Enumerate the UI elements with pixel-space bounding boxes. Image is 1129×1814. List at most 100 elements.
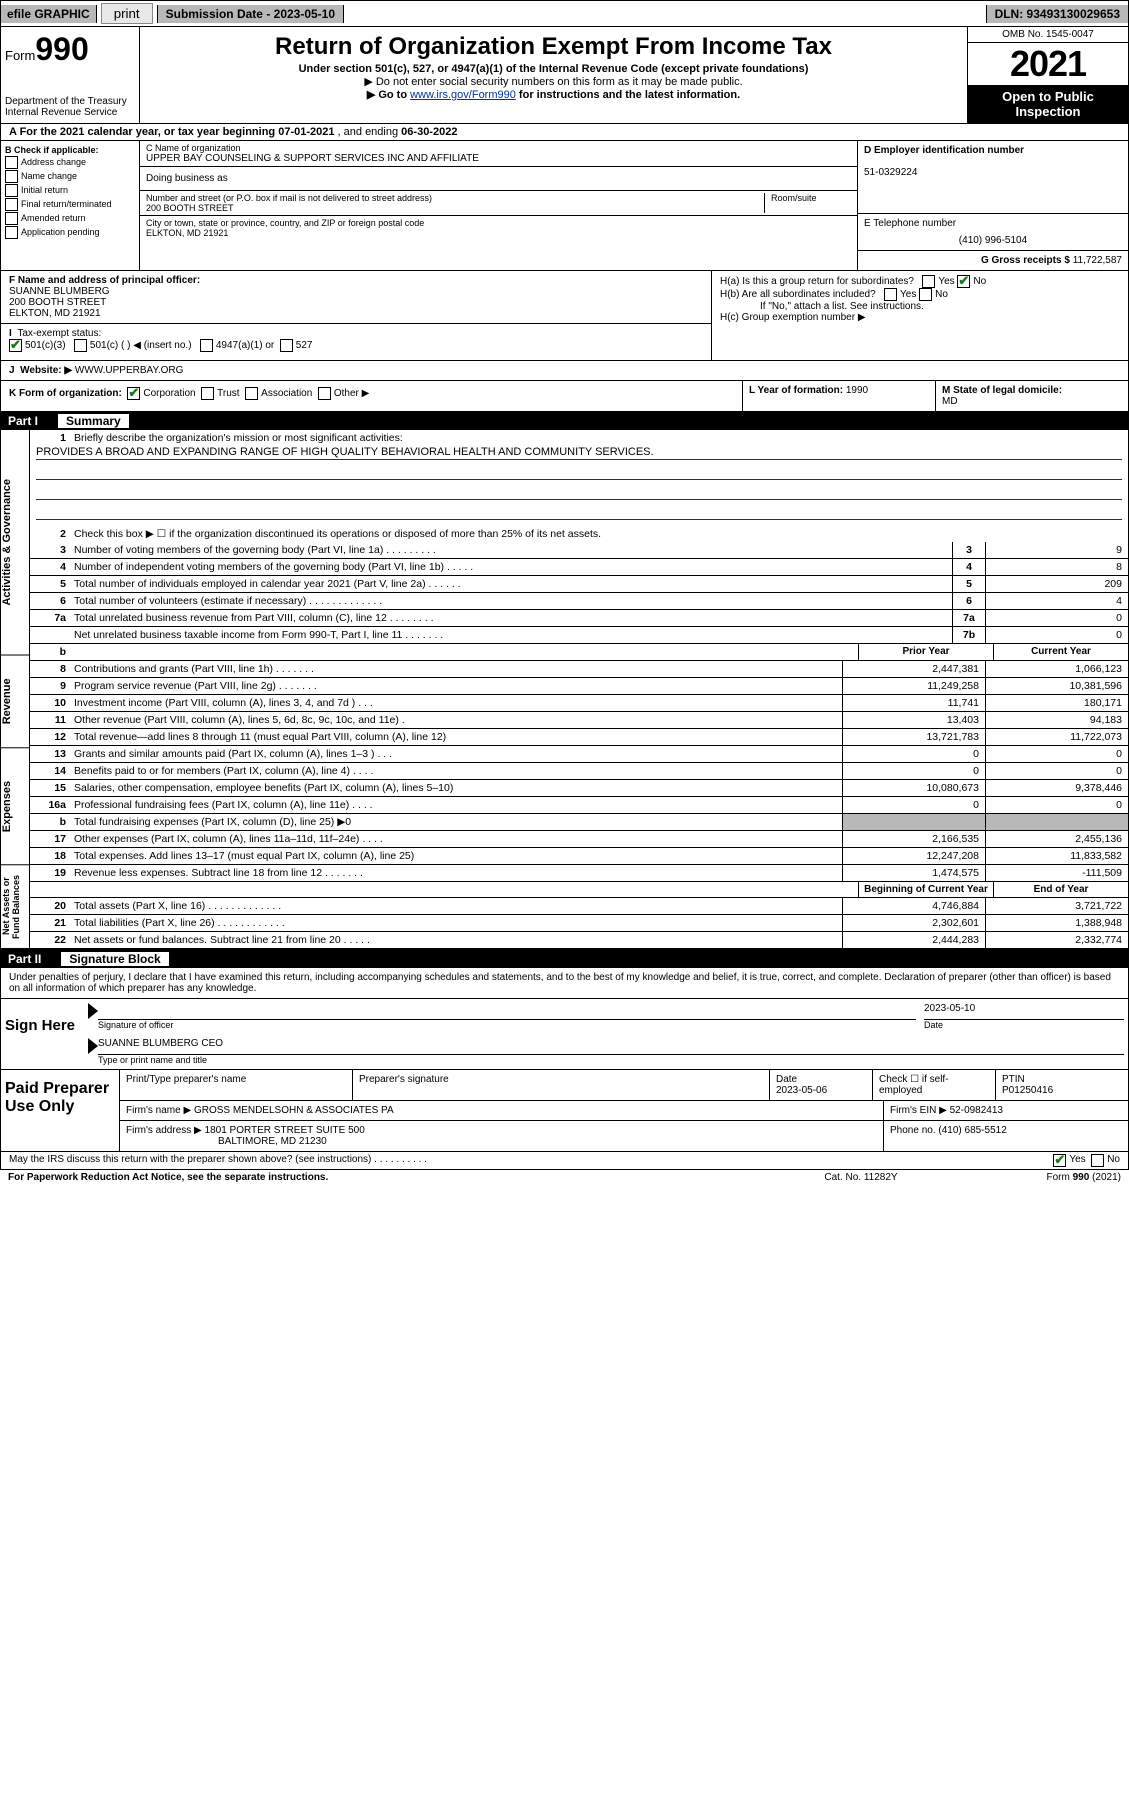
city-val: ELKTON, MD 21921 — [146, 228, 851, 238]
cb-discuss-no[interactable] — [1091, 1154, 1104, 1167]
cb-corp[interactable] — [127, 387, 140, 400]
cb-address-change[interactable]: Address change — [5, 156, 135, 169]
part1-title: Summary — [58, 414, 129, 428]
firm-ein-label: Firm's EIN ▶ — [890, 1105, 947, 1116]
s-num: 15 — [30, 780, 70, 796]
b-header: B Check if applicable: — [5, 145, 99, 155]
cb-label: Name change — [21, 171, 77, 181]
cb-amended[interactable]: Amended return — [5, 212, 135, 225]
s-prior: 2,444,283 — [842, 932, 985, 948]
efile-label: efile GRAPHIC — [1, 5, 97, 23]
s-num: 7a — [30, 610, 70, 626]
cat-no: Cat. No. 11282Y — [761, 1172, 961, 1183]
tax-year: 2021 — [968, 43, 1128, 85]
summary-line: bTotal fundraising expenses (Part IX, co… — [30, 814, 1128, 831]
cb-initial-return[interactable]: Initial return — [5, 184, 135, 197]
form-prefix: Form — [5, 48, 35, 63]
print-button[interactable]: print — [101, 3, 153, 24]
h-a: H(a) Is this a group return for subordin… — [720, 276, 914, 287]
mission-blank — [36, 506, 1122, 520]
firm-addr1: 1801 PORTER STREET SUITE 500 — [205, 1125, 365, 1136]
blank — [70, 882, 858, 897]
cb-name-change[interactable]: Name change — [5, 170, 135, 183]
summary-line: 17Other expenses (Part IX, column (A), l… — [30, 831, 1128, 848]
prep-name-label: Print/Type preparer's name — [120, 1070, 353, 1100]
col-header-row: b Prior Year Current Year — [30, 644, 1128, 661]
s-prior: 10,080,673 — [842, 780, 985, 796]
irs-link[interactable]: www.irs.gov/Form990 — [410, 89, 516, 101]
a-begin: 07-01-2021 — [278, 126, 334, 138]
s-label: Total revenue—add lines 8 through 11 (mu… — [70, 729, 842, 745]
org-name: UPPER BAY COUNSELING & SUPPORT SERVICES … — [146, 153, 851, 164]
officer-name: SUANNE BLUMBERG CEO — [98, 1038, 1124, 1055]
prep-sig-label: Preparer's signature — [353, 1070, 770, 1100]
k-opt: Corporation — [143, 388, 195, 399]
cb-no[interactable] — [919, 288, 932, 301]
summary-line: 10Investment income (Part VIII, column (… — [30, 695, 1128, 712]
cb-assoc[interactable] — [245, 387, 258, 400]
s-num: 10 — [30, 695, 70, 711]
firm-addr-label: Firm's address ▶ — [126, 1125, 202, 1136]
col-header-row-2: Beginning of Current Year End of Year — [30, 882, 1128, 898]
vtab-expenses: Expenses — [1, 748, 29, 865]
s-curr: 11,833,582 — [985, 848, 1128, 864]
footer-last: For Paperwork Reduction Act Notice, see … — [0, 1170, 1129, 1185]
part2-num: Part II — [8, 952, 41, 966]
f-addr2: ELKTON, MD 21921 — [9, 308, 101, 319]
paid-row-1: Print/Type preparer's name Preparer's si… — [120, 1070, 1128, 1101]
s-num — [30, 627, 70, 643]
s-num: b — [30, 814, 70, 830]
s-label: Total fundraising expenses (Part IX, col… — [70, 814, 842, 830]
cb-no[interactable] — [957, 275, 970, 288]
street-block: Number and street (or P.O. box if mail i… — [140, 191, 857, 216]
summary-line: Net unrelated business taxable income fr… — [30, 627, 1128, 644]
cb-final-return[interactable]: Final return/terminated — [5, 198, 135, 211]
cb-yes[interactable] — [884, 288, 897, 301]
cb-501c3[interactable] — [9, 339, 22, 352]
s-val: 209 — [985, 576, 1128, 592]
s-prior: 4,746,884 — [842, 898, 985, 914]
h-b: H(b) Are all subordinates included? — [720, 289, 876, 300]
f-name: SUANNE BLUMBERG — [9, 286, 110, 297]
top-bar: efile GRAPHIC print Submission Date - 20… — [0, 0, 1129, 27]
summary-line: 12Total revenue—add lines 8 through 11 (… — [30, 729, 1128, 746]
cb-label: Address change — [21, 157, 86, 167]
col-begin: Beginning of Current Year — [858, 882, 993, 897]
cb-trust[interactable] — [201, 387, 214, 400]
s-num: 12 — [30, 729, 70, 745]
form-header: Form990 Department of the Treasury Inter… — [0, 27, 1129, 124]
row-j-website: J Website: ▶ WWW.UPPERBAY.ORG — [0, 361, 1129, 381]
firm-name-label: Firm's name ▶ — [126, 1105, 191, 1116]
k-opt: Association — [261, 388, 312, 399]
k-form-org: K Form of organization: Corporation Trus… — [1, 381, 742, 411]
form-foot: 990 — [1073, 1172, 1090, 1183]
h-c: H(c) Group exemption number ▶ — [720, 312, 1120, 323]
row-a-tax-year: A For the 2021 calendar year, or tax yea… — [0, 124, 1129, 141]
s-curr: 1,066,123 — [985, 661, 1128, 677]
street-val: 200 BOOTH STREET — [146, 203, 764, 213]
s-prior: 2,302,601 — [842, 915, 985, 931]
col-end: End of Year — [993, 882, 1128, 897]
vtab-revenue: Revenue — [1, 656, 29, 748]
cb-label: Initial return — [21, 185, 68, 195]
part1-header: Part I Summary — [0, 412, 1129, 430]
cb-501c[interactable] — [74, 339, 87, 352]
s-label: Total unrelated business revenue from Pa… — [70, 610, 952, 626]
header-right: OMB No. 1545-0047 2021 Open to Public In… — [967, 27, 1128, 123]
sign-here-label: Sign Here — [1, 999, 84, 1069]
s-label: Contributions and grants (Part VIII, lin… — [70, 661, 842, 677]
summary-line: 3Number of voting members of the governi… — [30, 542, 1128, 559]
s-label: Number of independent voting members of … — [70, 559, 952, 575]
paid-row-3: Firm's address ▶ 1801 PORTER STREET SUIT… — [120, 1121, 1128, 1151]
summary-line: 16aProfessional fundraising fees (Part I… — [30, 797, 1128, 814]
s-val: 4 — [985, 593, 1128, 609]
cb-4947[interactable] — [200, 339, 213, 352]
paid-preparer-block: Paid Preparer Use Only Print/Type prepar… — [0, 1070, 1129, 1152]
cb-discuss-yes[interactable] — [1053, 1154, 1066, 1167]
c-name-label: C Name of organization — [146, 143, 851, 153]
cb-other[interactable] — [318, 387, 331, 400]
cb-527[interactable] — [280, 339, 293, 352]
prep-date-label: Date — [776, 1074, 797, 1085]
cb-yes[interactable] — [922, 275, 935, 288]
cb-app-pending[interactable]: Application pending — [5, 226, 135, 239]
